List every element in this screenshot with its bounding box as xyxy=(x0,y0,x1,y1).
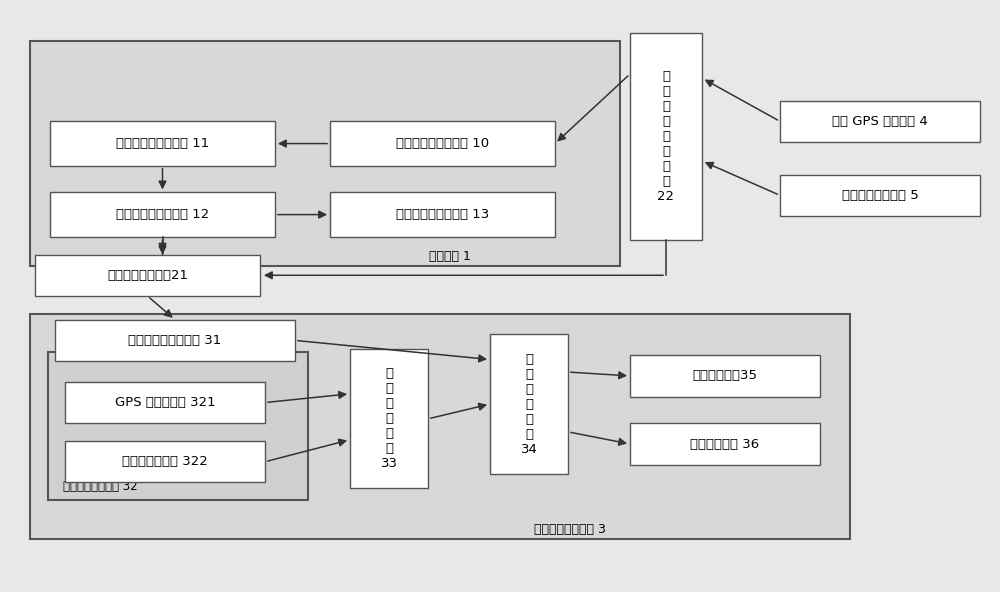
Bar xyxy=(490,334,568,474)
Bar xyxy=(30,41,620,266)
Bar xyxy=(30,314,850,539)
Bar xyxy=(630,355,820,397)
Bar xyxy=(630,423,820,465)
Bar xyxy=(65,441,265,482)
Bar xyxy=(350,349,428,488)
Text: 车载调度执行单元 3: 车载调度执行单元 3 xyxy=(534,523,606,536)
Text: 车载里程计数单元 5: 车载里程计数单元 5 xyxy=(842,189,918,202)
Text: 计划时间表生成模块 10: 计划时间表生成模块 10 xyxy=(396,137,489,150)
Text: 运行时刻表生成模块 12: 运行时刻表生成模块 12 xyxy=(116,208,209,221)
Text: 车辆位置检测模块 32: 车辆位置检测模块 32 xyxy=(63,480,138,493)
Text: 偏差投影模块35: 偏差投影模块35 xyxy=(692,369,758,382)
Text: 声音提示模块 36: 声音提示模块 36 xyxy=(690,437,760,451)
Bar xyxy=(50,192,275,237)
Bar xyxy=(630,33,702,240)
Text: 计划时间表存储模块 11: 计划时间表存储模块 11 xyxy=(116,137,209,150)
Text: 第一数据通讯单元21: 第一数据通讯单元21 xyxy=(107,269,188,282)
Text: 路线示意图显示模块 13: 路线示意图显示模块 13 xyxy=(396,208,489,221)
Bar xyxy=(35,255,260,296)
Text: 比
较
判
断
模
块
34: 比 较 判 断 模 块 34 xyxy=(521,353,537,455)
Bar xyxy=(55,320,295,361)
Text: 运行时刻表存储模块 31: 运行时刻表存储模块 31 xyxy=(128,334,222,347)
Bar xyxy=(65,382,265,423)
Text: 调度单元 1: 调度单元 1 xyxy=(429,250,471,263)
Bar xyxy=(50,121,275,166)
Bar xyxy=(780,101,980,142)
Text: 第
二
数
据
通
讯
单
元
22: 第 二 数 据 通 讯 单 元 22 xyxy=(658,70,674,202)
Text: 里程计数子模块 322: 里程计数子模块 322 xyxy=(122,455,208,468)
Bar xyxy=(780,175,980,216)
Text: 数
据
切
换
模
块
33: 数 据 切 换 模 块 33 xyxy=(380,368,397,470)
Bar xyxy=(48,352,308,500)
Text: 车载 GPS 定位单元 4: 车载 GPS 定位单元 4 xyxy=(832,115,928,128)
Bar xyxy=(330,192,555,237)
Text: GPS 定位子模块 321: GPS 定位子模块 321 xyxy=(115,396,215,409)
Bar xyxy=(330,121,555,166)
